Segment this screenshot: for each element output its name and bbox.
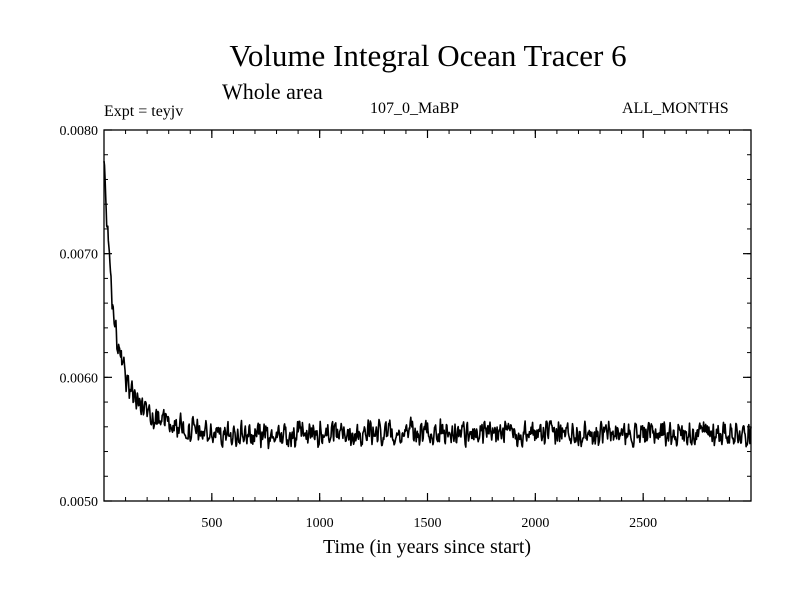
- x-tick-label: 2000: [521, 516, 549, 531]
- x-tick-label: 2500: [629, 516, 657, 531]
- y-tick-label: 0.0050: [60, 495, 99, 510]
- x-tick-labels: 500 1000 1500 2000 2500: [201, 516, 657, 531]
- plot-frame: [103, 129, 752, 502]
- y-tick-label: 0.0070: [60, 248, 99, 263]
- y-tick-labels: 0.0050 0.0060 0.0070 0.0080: [60, 124, 99, 510]
- run-label: 107_0_MaBP: [370, 100, 459, 117]
- y-tick-label: 0.0060: [60, 371, 99, 386]
- x-tick-label: 1500: [414, 516, 442, 531]
- experiment-label: Expt = teyjv: [104, 103, 184, 120]
- period-label: ALL_MONTHS: [622, 100, 729, 117]
- x-axis-title: Time (in years since start): [323, 536, 531, 558]
- chart-title: Volume Integral Ocean Tracer 6: [229, 38, 627, 73]
- x-tick-label: 1000: [306, 516, 334, 531]
- x-tick-label: 500: [201, 516, 222, 531]
- minor-ticks: [104, 130, 751, 501]
- series-line: [103, 161, 752, 450]
- y-tick-label: 0.0080: [60, 124, 99, 139]
- major-ticks: [104, 129, 751, 502]
- chart-subtitle: Whole area: [222, 79, 323, 104]
